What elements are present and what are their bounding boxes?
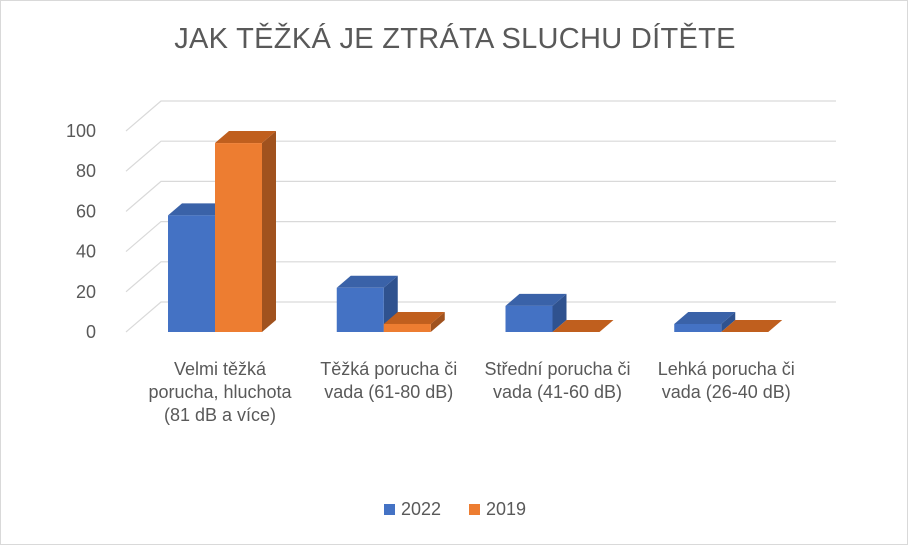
bar-2019-1-top xyxy=(215,131,276,144)
y-tick-label-80: 80 xyxy=(76,161,96,181)
x-tick-label-2: Těžká porucha či vada (61-80 dB) xyxy=(320,359,458,402)
bar-2022-4 xyxy=(674,323,722,332)
gridline-40 xyxy=(125,221,836,253)
y-tick-label-20: 20 xyxy=(76,282,96,302)
legend-label-2019: 2019 xyxy=(486,499,527,519)
y-tick-label-100: 100 xyxy=(66,121,96,141)
x-tick-label-3: Střední porucha či vada (41-60 dB) xyxy=(484,359,631,402)
gridline-60 xyxy=(125,180,836,212)
bar-2019-2-side xyxy=(430,311,445,332)
y-tick-label-60: 60 xyxy=(76,201,96,221)
legend-item-2022: 2022 xyxy=(383,499,441,520)
bar-2022-3 xyxy=(505,305,553,332)
bar-2019-3-top xyxy=(552,320,614,332)
bar-2022-4-side xyxy=(721,311,736,332)
bar-2022-1 xyxy=(168,215,215,332)
bar-2019-2-top xyxy=(383,311,445,324)
legend: 2022 2019 xyxy=(1,499,908,520)
gridline-80 xyxy=(125,140,836,172)
x-tick-label-4: Lehká porucha či vada (26-40 dB) xyxy=(657,359,795,402)
bar-2022-2 xyxy=(336,287,384,332)
y-tick-label-40: 40 xyxy=(76,242,96,262)
gridline-0 xyxy=(125,301,836,333)
bar-2022-3-top xyxy=(505,293,567,306)
bar-2019-1-side xyxy=(262,131,276,332)
bar-2019-1 xyxy=(215,143,262,332)
chart-title: JAK TĚŽKÁ JE ZTRÁTA SLUCHU DÍTĚTE xyxy=(174,23,736,55)
y-tick-label-0: 0 xyxy=(86,322,96,342)
bar-2019-2 xyxy=(383,323,431,332)
gridline-20 xyxy=(125,261,836,293)
bar-2019-4-top xyxy=(721,320,783,332)
legend-item-2019: 2019 xyxy=(469,499,526,520)
bar-2022-3-side xyxy=(552,293,567,332)
bar-2022-2-top xyxy=(336,275,398,288)
legend-label-2022: 2022 xyxy=(400,499,441,519)
bar-2022-4-top xyxy=(674,311,736,324)
x-tick-label-1: Velmi těžká porucha, hluchota (81 dB a v… xyxy=(148,359,292,425)
gridline-100 xyxy=(125,100,836,132)
legend-swatch-2022 xyxy=(383,504,395,515)
legend-swatch-2019 xyxy=(469,504,480,515)
bar-2022-1-top xyxy=(168,203,229,216)
